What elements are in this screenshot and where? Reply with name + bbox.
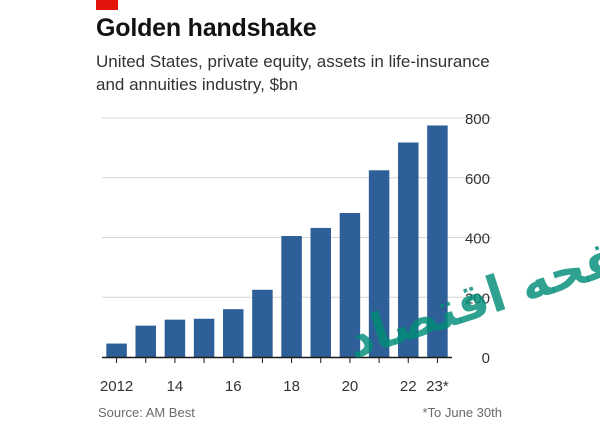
chart-subtitle: United States, private equity, assets in… [96, 52, 490, 94]
bar [310, 227, 331, 357]
x-tick-label: 2012 [100, 378, 133, 395]
chart-title: Golden handshake [96, 14, 317, 42]
brand-red-tag [96, 0, 118, 10]
y-tick-label: 600 [465, 171, 490, 188]
bar [164, 319, 186, 357]
bar [135, 325, 156, 357]
x-tick-label: 20 [342, 378, 359, 395]
x-tick-label: 22 [400, 378, 417, 395]
bar [252, 289, 273, 357]
y-tick-label: 800 [465, 111, 490, 128]
x-tick-label: 16 [225, 378, 242, 395]
bar [223, 309, 244, 357]
bar [398, 142, 419, 357]
bar [368, 170, 390, 357]
x-tick-label: 18 [283, 378, 300, 395]
y-tick-label: 400 [465, 231, 490, 248]
bar [193, 318, 215, 357]
x-tick-label: 23* [426, 378, 449, 395]
bar [106, 343, 127, 357]
bar [281, 236, 302, 357]
y-tick-label: 200 [465, 290, 490, 307]
y-tick-label: 0 [482, 350, 490, 367]
x-tick-label: 14 [167, 378, 184, 395]
footnote: *To June 30th [422, 405, 502, 420]
bar [427, 125, 448, 357]
bar [339, 213, 361, 357]
source-note: Source: AM Best [98, 405, 195, 420]
